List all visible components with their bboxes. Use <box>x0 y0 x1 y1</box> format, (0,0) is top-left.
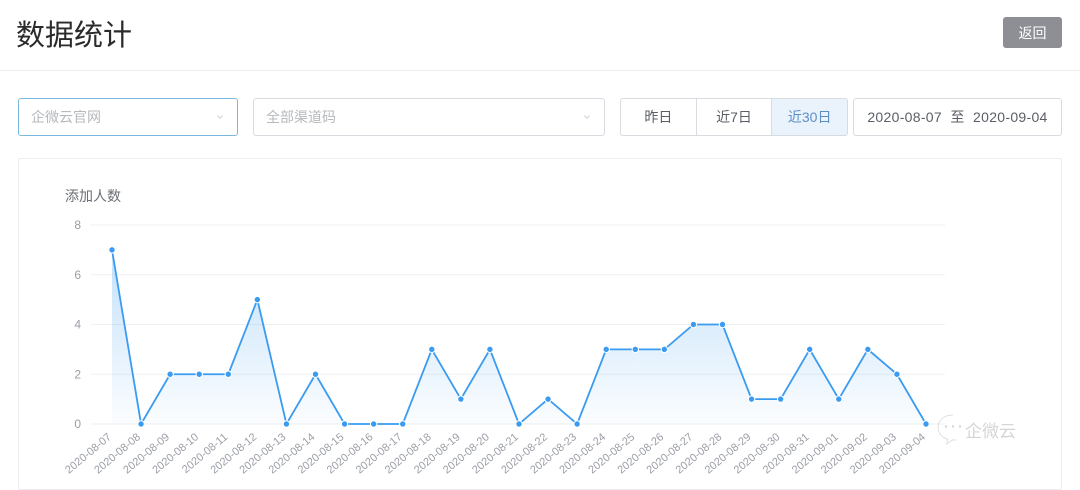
svg-text:0: 0 <box>74 417 81 431</box>
svg-text:8: 8 <box>74 218 81 232</box>
svg-text:4: 4 <box>74 318 81 332</box>
svg-text:6: 6 <box>74 268 81 282</box>
svg-text:企微云: 企微云 <box>965 422 1016 441</box>
svg-text:2: 2 <box>74 367 81 381</box>
